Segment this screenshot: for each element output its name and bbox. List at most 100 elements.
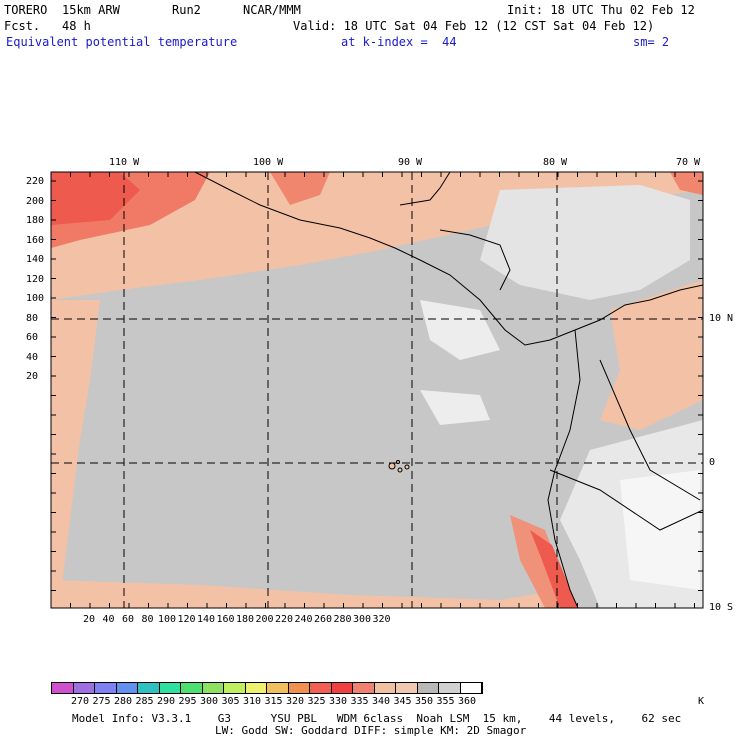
smoothing-value: sm= 2: [633, 35, 670, 49]
y-tick-label: 40: [26, 351, 39, 363]
colorbar-swatch: [116, 683, 138, 693]
colorbar-swatch: [353, 683, 375, 693]
colorbar-label: 345: [393, 696, 412, 707]
peru-border: [549, 469, 703, 531]
x-tick-label: 200: [255, 614, 274, 625]
colorbar-label: 325: [307, 696, 326, 707]
y-tick-label: 220: [26, 176, 45, 187]
northeast-red-patch: [670, 172, 703, 195]
x-tick-label: 240: [294, 614, 313, 625]
south-america-west-coast: [547, 329, 581, 608]
valid-time: Valid: 18 UTC Sat 04 Feb 12 (12 CST Sat …: [293, 19, 655, 33]
colorbar-swatch: [310, 683, 332, 693]
model-name: TORERO: [4, 3, 48, 17]
colorbar-label: 320: [286, 696, 305, 707]
colorbar-labels: 270 275 280 285 290 295 300 305 310 315 320 325 330 3…: [0, 696, 740, 708]
colorbar-swatch: [331, 683, 353, 693]
panama-light-area: [420, 300, 500, 360]
y-tick-label: 120: [26, 273, 45, 285]
x-tick-label: 60: [122, 614, 135, 625]
x-tick-label: 80: [141, 614, 154, 625]
x-tick-label: 20: [83, 614, 96, 625]
northwest-core: [51, 172, 140, 225]
northern-south-america-warm: [600, 280, 703, 430]
colorbar-swatch: [267, 683, 289, 693]
west-warm-band: [51, 300, 100, 600]
colombia-ecuador-border: [599, 359, 701, 501]
y-tick-label: 140: [26, 254, 45, 265]
colorbar-swatch: [138, 683, 160, 693]
latitude-label: 10 N: [709, 313, 734, 324]
colorbar-label: 315: [264, 696, 283, 707]
colorbar-swatch: [73, 683, 95, 693]
longitude-label: 70 W: [676, 157, 701, 168]
colorbar-swatch: [396, 683, 418, 693]
galapagos-islands: [388, 460, 410, 473]
y-tick-label: 80: [26, 312, 39, 324]
longitude-label: 110 W: [109, 157, 140, 168]
longitude-label: 100 W: [253, 157, 284, 168]
model-info: Model Info: V3.3.1 G3 YSU PBL WDM 6class…: [72, 712, 682, 725]
x-tick-label: 100: [158, 614, 177, 625]
colorbar-swatch: [224, 683, 246, 693]
colorbar-label: 270: [71, 696, 90, 707]
caribbean-light-area: [480, 185, 690, 300]
colorbar-label: 300: [200, 696, 219, 707]
colorbar-label: 285: [135, 696, 154, 707]
colorbar-label: 350: [415, 696, 434, 707]
honduras-coastline: [439, 229, 511, 291]
pacific-coastline: [194, 172, 703, 346]
pacific-light-patch: [420, 390, 490, 425]
y-tick-label: 200: [26, 195, 45, 207]
colorbar-label: 295: [178, 696, 197, 707]
x-tick-label: 220: [275, 614, 294, 625]
longitude-label: 80 W: [543, 157, 568, 168]
longitude-label: 90 W: [398, 157, 423, 168]
physics-info: LW: Godd SW: Goddard DIFF: simple KM: 2D…: [215, 724, 527, 737]
x-tick-label: 180: [236, 614, 255, 625]
x-tick-label: 320: [372, 614, 391, 625]
colorbar-swatch: [245, 683, 267, 693]
level-index: at k-index = 44: [341, 35, 457, 49]
plot-frame: [50, 171, 704, 609]
south-warm-band: [51, 580, 580, 608]
x-tick-label: 120: [177, 614, 196, 625]
colorbar-swatch: [460, 683, 482, 693]
colorbar-swatch: [52, 683, 74, 693]
x-tick-label: 260: [314, 614, 333, 625]
field-name: Equivalent potential temperature: [6, 35, 238, 49]
colorbar-label: 305: [221, 696, 240, 707]
colorbar-swatch: [417, 683, 439, 693]
colorbar-label: 340: [372, 696, 391, 707]
north-red-patch: [270, 172, 330, 205]
forecast-hour: 48 h: [62, 19, 91, 33]
colorbar-swatch: [181, 683, 203, 693]
colorbar-unit: K: [698, 696, 705, 707]
colorbar-label: 290: [157, 696, 176, 707]
colorbar-label: 330: [329, 696, 348, 707]
model-resolution: 15km ARW: [62, 3, 120, 17]
y-tick-label: 100: [26, 293, 45, 304]
y-tick-label: 60: [26, 332, 39, 343]
colorbar-swatch: [439, 683, 461, 693]
x-tick-label: 300: [353, 614, 372, 625]
colorbar-label: 335: [350, 696, 369, 707]
colorbar-swatch: [202, 683, 224, 693]
x-tick-label: 160: [216, 614, 235, 625]
colorbar-swatch: [374, 683, 396, 693]
x-tick-label: 140: [197, 614, 216, 625]
colorbar-label: 275: [92, 696, 111, 707]
coastal-red-core: [530, 530, 578, 608]
yucatan-coastline: [399, 172, 451, 206]
latitude-label: 10 S: [709, 602, 734, 613]
forecast-label: Fcst.: [4, 19, 41, 33]
colorbar-label: 280: [114, 696, 133, 707]
colorbar-swatch: [159, 683, 181, 693]
x-tick-label: 280: [333, 614, 352, 625]
init-time: Init: 18 UTC Thu 02 Feb 12: [507, 3, 695, 17]
colorbar-label: 355: [436, 696, 455, 707]
y-tick-label: 180: [26, 215, 45, 226]
run-name: Run2: [172, 3, 201, 17]
